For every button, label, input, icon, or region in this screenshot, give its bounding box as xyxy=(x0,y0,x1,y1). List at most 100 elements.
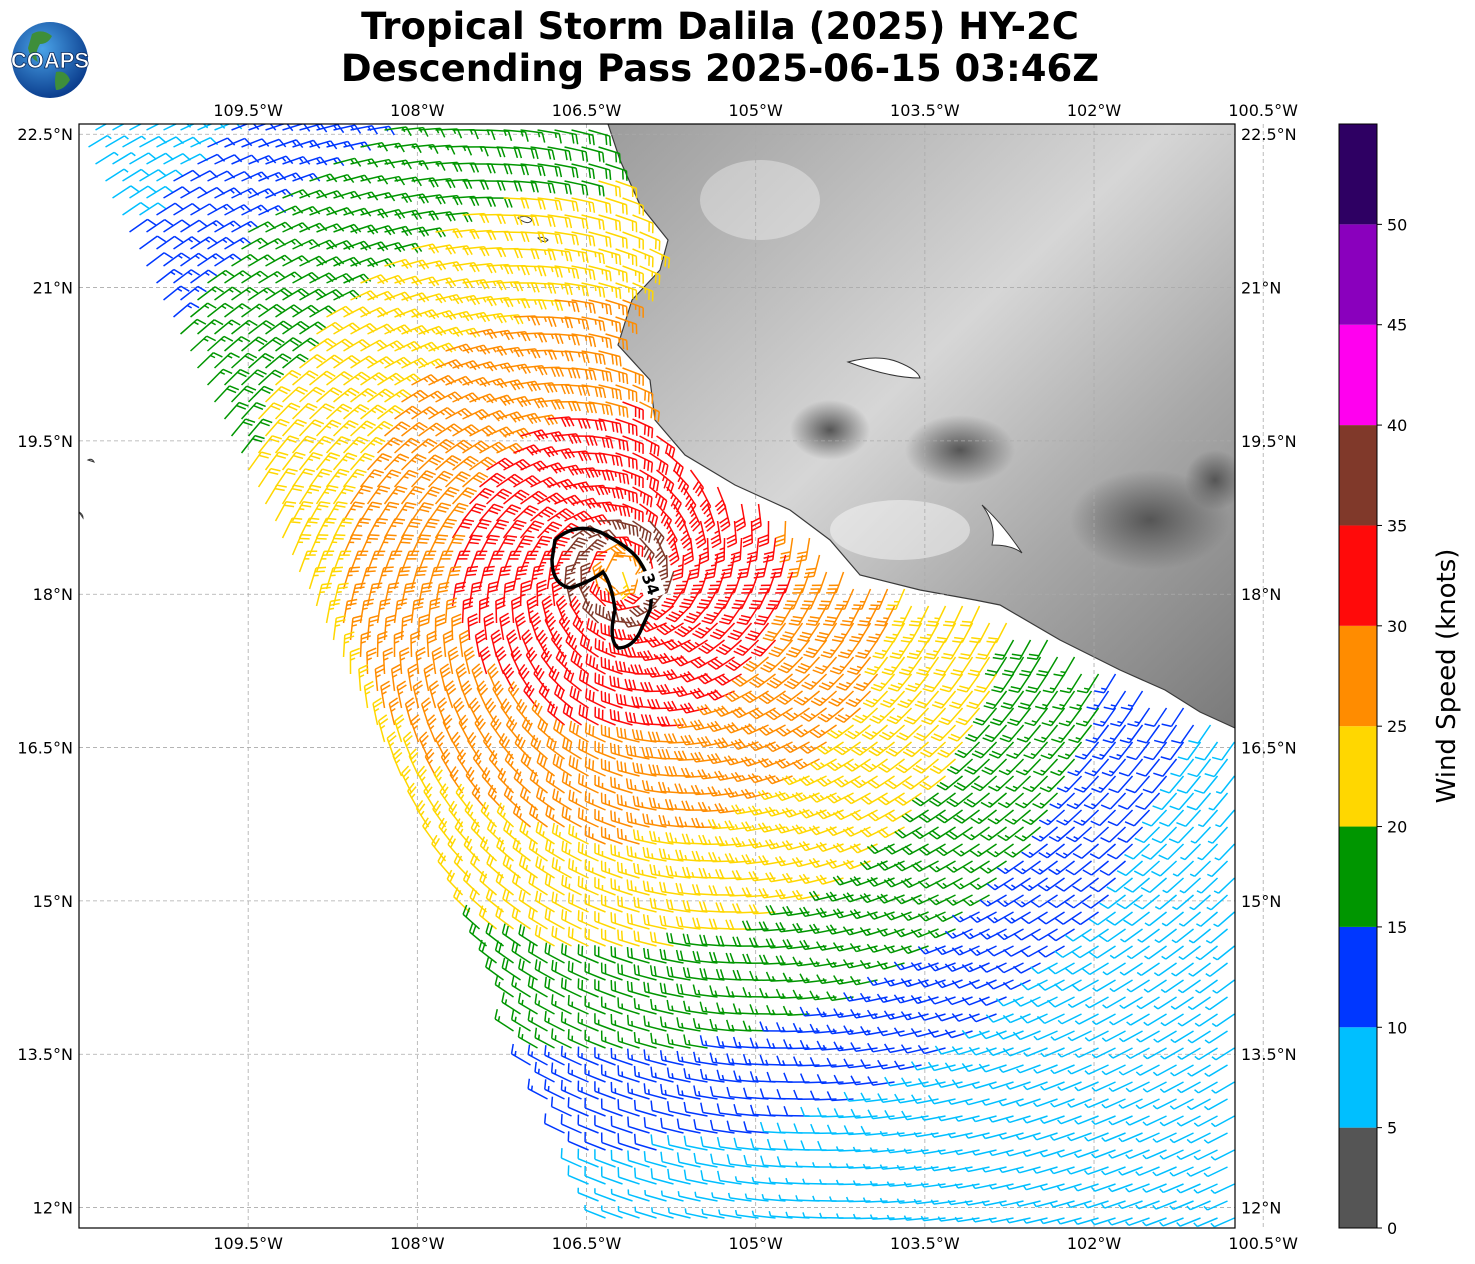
wind-barb xyxy=(173,269,200,284)
wind-barb xyxy=(554,231,579,246)
wind-barb xyxy=(163,219,191,233)
wind-barb xyxy=(231,124,260,131)
wind-barb xyxy=(554,265,580,279)
wind-barb xyxy=(112,124,126,131)
colorbar-bin xyxy=(1339,625,1377,727)
wind-barb xyxy=(401,193,429,204)
wind-barb xyxy=(462,279,490,290)
lat-tick-label-right: 19.5°N xyxy=(1241,432,1297,451)
wind-barb xyxy=(452,261,480,273)
wind-barb xyxy=(139,235,167,250)
chart-title-line2: Descending Pass 2025-06-15 03:46Z xyxy=(340,47,1100,90)
colorbar-bin xyxy=(1339,726,1377,827)
wind-barb xyxy=(282,189,311,199)
terrain-shade xyxy=(790,400,870,460)
wind-barb xyxy=(231,154,260,165)
wind-barb xyxy=(207,236,235,250)
colorbar-bin xyxy=(1339,826,1377,927)
wind-barb xyxy=(231,286,259,301)
lat-tick-label-right: 12°N xyxy=(1241,1199,1281,1218)
colorbar-tick-label: 25 xyxy=(1387,717,1407,736)
wind-barb xyxy=(360,274,389,285)
wind-barb xyxy=(248,254,276,267)
wind-barb xyxy=(513,146,539,160)
wind-barb xyxy=(156,169,184,182)
wind-barb xyxy=(411,177,439,188)
wind-barb xyxy=(564,282,589,297)
wind-barb xyxy=(88,134,112,148)
lon-tick-label-bottom: 102°W xyxy=(1067,1234,1122,1253)
wind-barb xyxy=(95,151,119,165)
wind-barb xyxy=(224,270,252,284)
wind-barb xyxy=(571,197,596,213)
colorbar-bin xyxy=(1339,1127,1377,1228)
wind-barb xyxy=(292,172,321,182)
wind-barb xyxy=(248,124,277,131)
wind-barb xyxy=(581,214,605,231)
wind-barb xyxy=(537,163,563,178)
wind-barb xyxy=(122,135,147,148)
wind-barb xyxy=(435,228,463,239)
wind-barb xyxy=(530,180,556,194)
colorbar-tick-label: 5 xyxy=(1387,1119,1397,1138)
wind-barb xyxy=(615,282,638,301)
wind-barb xyxy=(554,129,579,145)
colorbar-tick-label: 45 xyxy=(1387,316,1407,335)
wind-barb xyxy=(105,168,129,182)
wind-barb xyxy=(190,236,218,250)
wind-barb xyxy=(537,265,563,278)
wind-barb xyxy=(156,202,184,216)
wind-barb xyxy=(530,248,556,261)
wind-barb xyxy=(190,269,218,284)
colorbar-tick-label: 40 xyxy=(1387,416,1407,435)
wind-barb xyxy=(520,197,546,210)
lon-tick-label-top: 103.5°W xyxy=(890,101,960,120)
wind-barb xyxy=(299,222,328,233)
colorbar-bin xyxy=(1339,1027,1377,1128)
wind-barb xyxy=(265,155,294,165)
wind-barb xyxy=(129,124,143,131)
wind-barb xyxy=(316,190,345,200)
wind-barb xyxy=(598,248,622,266)
wind-barb xyxy=(163,252,191,267)
wind-barb xyxy=(248,155,277,165)
wind-barb xyxy=(581,180,605,197)
terrain-shade xyxy=(905,415,1015,485)
lat-tick-label-left: 22.5°N xyxy=(17,125,73,144)
wind-barbs xyxy=(88,124,1235,1228)
wind-barb xyxy=(180,252,208,267)
wind-barb xyxy=(309,173,338,183)
wind-barb xyxy=(639,231,661,251)
wind-barb xyxy=(547,180,572,195)
wind-barb xyxy=(554,197,579,212)
lat-tick-label-left: 15°N xyxy=(33,892,73,911)
wind-barb xyxy=(299,156,328,166)
reservoir xyxy=(981,504,1023,554)
lat-tick-label-left: 12°N xyxy=(33,1199,73,1218)
wind-barb xyxy=(129,218,157,233)
lat-tick-label-right: 15°N xyxy=(1241,892,1281,911)
wind-barb xyxy=(503,163,530,176)
wind-barb xyxy=(384,192,413,204)
wind-barb xyxy=(598,214,622,232)
colorbar: 0 5 10 15 20 25 30 35 40 45 50 xyxy=(1338,123,1407,1238)
lat-tick-label-left: 13.5°N xyxy=(17,1045,73,1064)
wind-barb xyxy=(258,138,287,148)
wind-barb xyxy=(571,231,596,247)
wind-barb xyxy=(537,231,563,245)
lon-tick-label-bottom: 109.5°W xyxy=(213,1234,283,1253)
colorbar-bin xyxy=(1339,324,1377,426)
wind-barb xyxy=(411,210,439,221)
wind-barb xyxy=(163,285,190,301)
wind-barb xyxy=(598,180,622,198)
wind-barb xyxy=(197,286,224,301)
logo-text: COAPS xyxy=(11,48,89,73)
colorbar-tick-label: 35 xyxy=(1387,516,1407,535)
wind-barb xyxy=(394,209,423,221)
lon-tick-label-top: 106.5°W xyxy=(552,101,622,120)
wind-barb xyxy=(520,163,546,177)
wind-barb xyxy=(530,282,557,294)
lat-tick-label-right: 21°N xyxy=(1241,279,1281,298)
wind-barb xyxy=(224,237,252,250)
wind-barb xyxy=(275,271,303,284)
